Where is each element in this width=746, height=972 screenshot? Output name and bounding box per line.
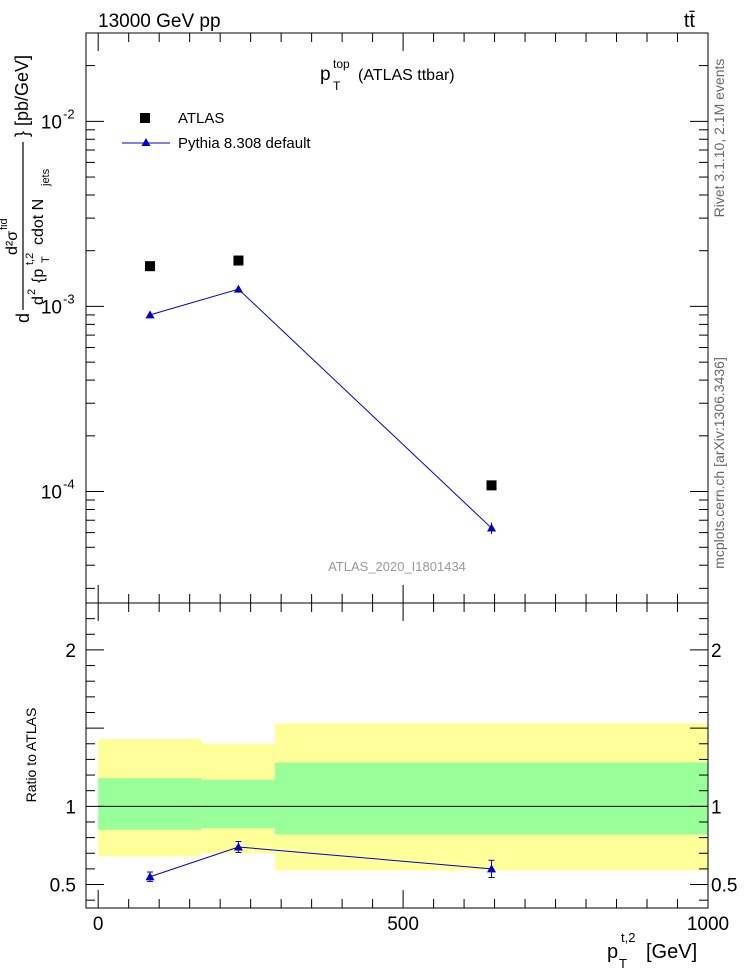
header-left: 13000 GeV pp (98, 11, 221, 32)
svg-text:cdot N: cdot N (30, 199, 47, 245)
ratio-band-green (201, 779, 276, 829)
ratio-pythia-point (145, 872, 155, 881)
svg-text:-2: -2 (63, 106, 75, 121)
x-axis-label: p T t,2 [GeV] (607, 930, 697, 971)
main-ylabel: d d²σ fid d 2 {p T t,2 cdot N jets } [pb… (0, 55, 52, 323)
svg-text:[GeV]: [GeV] (646, 941, 697, 963)
ratio-ytick-label: 2 (65, 641, 76, 662)
svg-text:t,2: t,2 (24, 253, 36, 265)
svg-text:d: d (30, 296, 47, 305)
atlas-point (486, 480, 497, 491)
ratio-pythia-point (487, 864, 497, 873)
svg-text:fid: fid (0, 218, 10, 230)
svg-text:p: p (607, 941, 618, 963)
ratio-ytick-label: 1 (65, 797, 76, 818)
legend-pythia-label: Pythia 8.308 default (178, 135, 311, 152)
atlas-point (145, 261, 156, 272)
header-right: tt̄ (684, 10, 696, 32)
svg-text:10: 10 (41, 297, 62, 318)
svg-text:T: T (40, 256, 52, 263)
atlas-point (233, 255, 244, 266)
svg-text:-3: -3 (63, 291, 75, 306)
ratio-band-green (275, 762, 708, 835)
svg-text:10: 10 (41, 112, 62, 133)
svg-text:p: p (320, 64, 331, 85)
svg-text:{p: {p (30, 269, 47, 283)
svg-text:(ATLAS ttbar): (ATLAS ttbar) (358, 67, 455, 84)
xtick-label: 0 (93, 914, 104, 935)
ratio-panel: 0.5 0.5 1 1 2 2 0 500 1000 Ratio to ATLAS p T t,… (23, 602, 737, 971)
svg-text:} [pb/GeV]: } [pb/GeV] (12, 55, 32, 137)
ratio-ytick-label-right: 0.5 (711, 876, 737, 897)
svg-text:T: T (333, 79, 341, 93)
main-title: p top T (ATLAS ttbar) (320, 57, 455, 93)
ratio-ytick-label-right: 2 (711, 641, 722, 662)
legend-pythia-marker (141, 138, 151, 146)
ratio-ylabel: Ratio to ATLAS (23, 708, 39, 803)
ratio-ytick-label: 0.5 (50, 876, 76, 897)
ratio-ytick-label-right: 1 (711, 797, 722, 818)
pythia-point (487, 523, 497, 532)
svg-text:10: 10 (41, 483, 62, 504)
pythia-point (145, 310, 155, 319)
svg-text:d: d (13, 313, 33, 323)
ratio-frame (85, 602, 709, 909)
pythia-line (149, 288, 492, 529)
main-panel: p top T (ATLAS ttbar) 10-410-310-2 ATLAS… (0, 32, 709, 604)
svg-text:d²σ: d²σ (4, 231, 21, 255)
pythia-point (233, 284, 243, 293)
legend: ATLAS Pythia 8.308 default (122, 110, 311, 152)
mcplots-label: mcplots.cern.ch [arXiv:1306.3436] (711, 357, 727, 569)
svg-text:t,2: t,2 (621, 930, 635, 945)
svg-text:2: 2 (26, 289, 38, 295)
ratio-band-green (98, 778, 202, 830)
xtick-label: 500 (387, 914, 419, 935)
svg-text:T: T (619, 956, 627, 971)
main-ytick-label: 10 -3 (41, 291, 75, 318)
main-ytick-label: 10 -2 (41, 106, 75, 133)
svg-text:jets: jets (40, 168, 52, 187)
analysis-watermark: ATLAS_2020_I1801434 (328, 559, 466, 574)
main-ytick-label: 10 -4 (41, 477, 75, 504)
legend-atlas-label: ATLAS (178, 110, 224, 127)
legend-atlas-marker (140, 113, 150, 123)
svg-text:-4: -4 (63, 477, 75, 492)
ratio-pythia-point (233, 842, 243, 851)
rivet-label: Rivet 3.1.10, 2.1M events (711, 59, 727, 218)
xtick-label: 1000 (687, 914, 729, 935)
svg-text:top: top (333, 57, 350, 71)
